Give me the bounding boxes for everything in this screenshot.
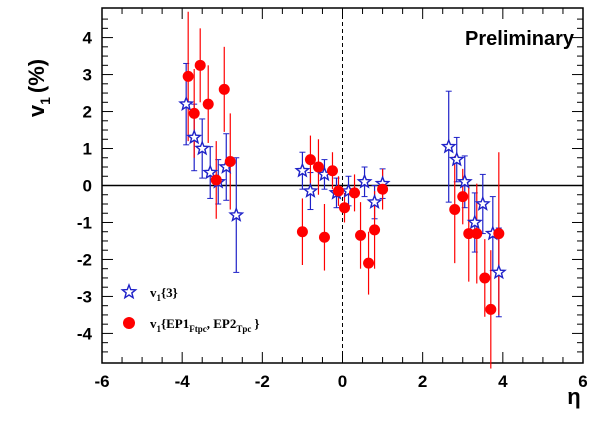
- star-marker: [186, 128, 203, 145]
- circle-marker: [296, 226, 308, 238]
- x-tick-labels: -6 -4 -2 0 2 4 6: [94, 372, 587, 391]
- circle-marker: [318, 231, 330, 243]
- star-marker: [440, 138, 457, 154]
- circle-marker: [210, 174, 222, 186]
- y-axis-title-unit: (%): [24, 59, 49, 93]
- circle-marker: [326, 165, 338, 177]
- circle-marker: [369, 224, 381, 236]
- circle-marker: [339, 202, 351, 214]
- legend-v-rest: {3}: [161, 285, 178, 300]
- circle-marker: [182, 70, 194, 82]
- y-tick-label: 2: [83, 103, 92, 122]
- x-tick-label: 6: [578, 372, 587, 391]
- y-tick-label: -1: [77, 213, 92, 232]
- legend-ep-a: {EP1: [161, 316, 189, 331]
- y-tick-label: -3: [77, 287, 92, 306]
- star-marker: [366, 193, 383, 209]
- legend-entry-v1-ep: v1{EP1Ftpc, EP2Tpc}: [123, 316, 260, 334]
- star-marker: [356, 173, 373, 189]
- legend-ep-b: , EP2: [207, 316, 237, 331]
- x-tick-label: 4: [498, 372, 508, 391]
- legend-circle-marker: [123, 317, 135, 329]
- y-axis-title: v1 (%): [24, 59, 53, 117]
- circle-marker: [457, 191, 469, 203]
- markers: [178, 59, 507, 315]
- x-axis-title: η: [567, 384, 580, 409]
- legend-ep-sub-b: Tpc: [236, 324, 251, 334]
- y-axis-title-sub: 1: [37, 97, 53, 105]
- circle-marker: [463, 228, 475, 240]
- star-marker: [448, 151, 465, 167]
- x-tick-label: 2: [418, 372, 427, 391]
- legend-ep-sub-a: Ftpc: [189, 324, 207, 334]
- star-marker: [202, 164, 219, 180]
- y-tick-label: 0: [83, 177, 92, 196]
- star-marker: [466, 214, 483, 230]
- star-marker: [194, 140, 211, 156]
- star-marker: [456, 173, 473, 189]
- legend-star-marker: [120, 283, 138, 300]
- ticks-layer: [101, 8, 584, 363]
- legend-label-v1-3: v1{3}: [150, 285, 178, 303]
- y-tick-labels: -4 -3 -2 -1 0 1 2 3 4: [77, 29, 93, 344]
- legend-v: v: [150, 285, 157, 300]
- circle-marker: [377, 183, 389, 195]
- circle-marker: [485, 303, 497, 315]
- circle-marker: [332, 185, 344, 197]
- circle-marker: [349, 187, 361, 199]
- circle-marker: [355, 229, 367, 241]
- legend-ep-v: v: [150, 316, 157, 331]
- star-marker: [178, 95, 195, 111]
- circle-marker: [218, 83, 230, 95]
- circle-marker: [304, 154, 316, 166]
- circle-marker: [188, 107, 200, 119]
- preliminary-label: Preliminary: [465, 28, 575, 50]
- circle-marker: [471, 228, 483, 240]
- circle-marker: [224, 155, 236, 167]
- circle-marker: [312, 161, 324, 173]
- legend: v1{3} v1{EP1Ftpc, EP2Tpc}: [120, 283, 260, 334]
- legend-entry-v1-3: v1{3}: [120, 283, 178, 303]
- y-axis-title-main: v: [24, 104, 49, 117]
- legend-v-sub: 1: [157, 293, 162, 303]
- circle-marker: [194, 59, 206, 71]
- star-marker: [474, 195, 491, 211]
- circle-marker: [202, 98, 214, 110]
- circle-marker: [479, 272, 491, 284]
- circle-marker: [363, 257, 375, 269]
- y-tick-label: 3: [83, 66, 92, 85]
- x-tick-label: -6: [94, 372, 109, 391]
- y-tick-label: 4: [83, 29, 93, 48]
- legend-ep-c: }: [254, 316, 259, 331]
- star-marker: [302, 182, 319, 198]
- circle-marker: [493, 228, 505, 240]
- y-tick-label: -2: [77, 250, 92, 269]
- star-marker: [228, 206, 245, 222]
- star-marker: [490, 263, 507, 280]
- x-tick-label: 0: [338, 372, 347, 391]
- legend-label-v1-ep: v1{EP1Ftpc, EP2Tpc}: [150, 316, 260, 334]
- y-tick-label: 1: [83, 140, 92, 159]
- star-marker: [294, 162, 311, 178]
- circle-marker: [449, 204, 461, 216]
- y-tick-label: -4: [77, 324, 93, 343]
- x-tick-label: -4: [175, 372, 191, 391]
- legend-ep-v-sub: 1: [157, 324, 162, 334]
- x-tick-label: -2: [255, 372, 270, 391]
